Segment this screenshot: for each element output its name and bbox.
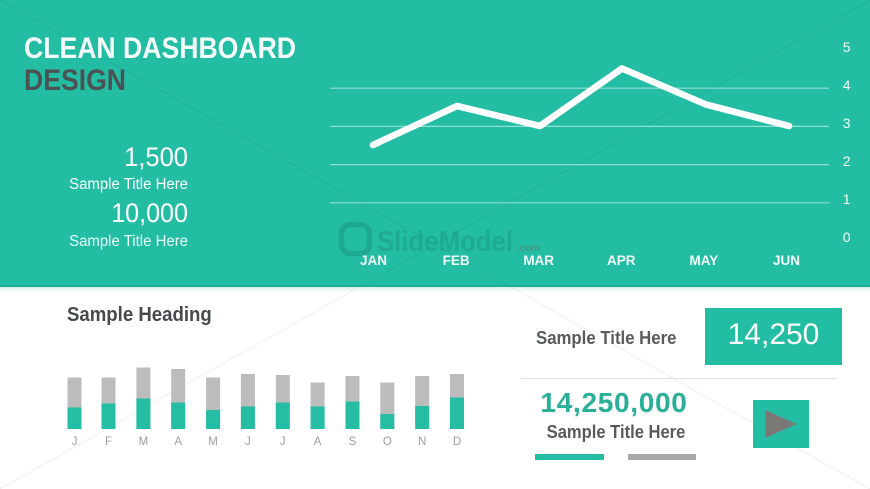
svg-text:A: A (174, 436, 182, 448)
svg-text:.com: .com (516, 242, 541, 254)
svg-text:O: O (383, 436, 392, 448)
svg-text:D: D (453, 436, 461, 448)
svg-text:S: S (349, 436, 357, 448)
svg-text:SlideModel: SlideModel (377, 226, 513, 258)
svg-text:F: F (105, 436, 112, 448)
svg-text:J: J (245, 436, 251, 448)
svg-text:M: M (139, 436, 149, 448)
svg-text:J: J (72, 436, 78, 448)
svg-text:M: M (208, 436, 218, 448)
svg-text:A: A (314, 436, 322, 448)
svg-text:J: J (280, 436, 286, 448)
svg-text:N: N (418, 436, 426, 448)
